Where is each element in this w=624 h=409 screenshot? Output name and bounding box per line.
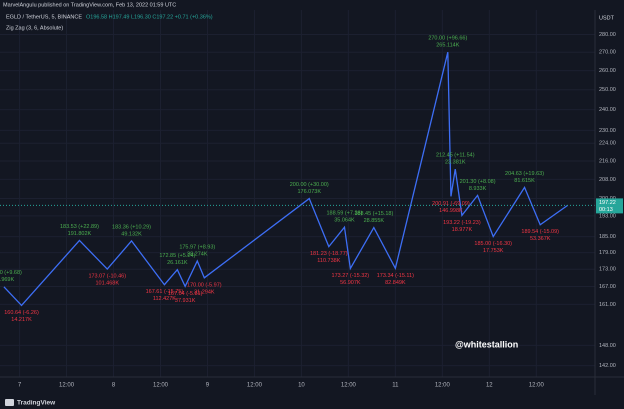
pivot-volume: 23.381K [445, 160, 466, 166]
pivot-volume: 18.977K [452, 227, 473, 233]
y-tick-label: 142.00 [599, 363, 616, 369]
pivot-label: 181.23 (-18.77) [310, 251, 348, 257]
symbol: EGLD / TetherUS, 5, BINANCE [6, 14, 82, 20]
y-tick-label: 173.00 [599, 267, 616, 273]
watermark: @whitestallion [455, 339, 518, 349]
y-tick-label: 185.00 [599, 234, 616, 240]
pivot-volume: 28.855K [364, 218, 385, 224]
pivot-label: 160.64 (-6.26) [4, 310, 39, 316]
pivot-label: 183.36 (+10.29) [112, 224, 151, 230]
grid [0, 10, 595, 377]
pivot-label: 185.00 (-16.30) [474, 241, 512, 247]
pivot-volume: 31.294K [194, 289, 215, 295]
pivot-volume: 53.367K [530, 236, 551, 242]
y-tick-label: 148.00 [599, 343, 616, 349]
y-tick-label: 250.00 [599, 87, 616, 93]
pivot-volume: 82.849K [385, 280, 406, 286]
footer-brand: TradingView [17, 400, 56, 407]
pivot-label: 172.85 (+5.24) [159, 253, 195, 259]
pivot-label: 183.53 (+22.89) [60, 224, 99, 230]
last-price-tag [596, 198, 623, 214]
y-tick-label: 270.00 [599, 50, 616, 56]
axes: 142.00 148.00 161.00 167.00 173.00 179.00 185.… [18, 32, 616, 389]
pivot-label: 173.27 (-15.32) [332, 273, 370, 279]
y-tick-label: 280.00 [599, 32, 616, 38]
y-tick-label: 167.00 [599, 284, 616, 290]
x-tick-label: 10 [298, 383, 305, 389]
currency: USDT [599, 15, 615, 21]
x-tick-label: 12:00 [529, 383, 545, 389]
pivot-volume: 26.161K [167, 260, 188, 266]
x-tick-label: 9 [206, 383, 210, 389]
publisher: MarvelAngulu published on TradingView.co… [3, 2, 176, 8]
pivot-volume: 28.274K [187, 251, 208, 257]
x-tick-label: 12:00 [247, 383, 263, 389]
pivot-label: 173.34 (-15.11) [377, 273, 414, 279]
pivot-label: 200.00 (+30.00) [290, 182, 329, 188]
pivot-label: 212.45 (+11.54) [436, 153, 475, 159]
ohlc: O196.58 H197.49 L196.30 C197.22 +0.71 (+… [86, 14, 213, 20]
y-tick-label: 260.00 [599, 68, 616, 74]
y-tick-label: 208.00 [599, 177, 616, 183]
y-tick-label: 161.00 [599, 302, 616, 308]
y-tick-label: 240.00 [599, 107, 616, 113]
x-tick-label: 12 [486, 383, 493, 389]
y-tick-label: 193.00 [599, 213, 616, 219]
pivot-volume: 176.073K [297, 189, 321, 195]
pivot-volume: 56.907K [340, 280, 361, 286]
pivot-volume: 191.802K [68, 231, 92, 237]
countdown: 00:13 [599, 207, 613, 213]
pivot-label: 173.07 (-10.46) [88, 274, 126, 280]
x-tick-label: 7 [18, 383, 22, 389]
footer-logo [5, 399, 14, 406]
pivot-volume: 110.738K [317, 258, 340, 264]
pivot-label: 200.91 (-69.09) [432, 201, 470, 207]
pivot-label: 201.30 (+8.08) [460, 179, 496, 185]
last-price-label: 197.22 [599, 200, 616, 206]
plot-area: 166.90 (+9.68)83.969K 160.64 (-6.26)14.21… [0, 36, 595, 323]
pivot-label: 170.00 (-5.97) [187, 282, 222, 288]
pivot-label: 270.00 (+96.66) [428, 36, 467, 42]
x-tick-label: 8 [112, 383, 116, 389]
footer-bar [0, 396, 624, 409]
pivot-label: 188.59 (+7.36) [327, 211, 363, 217]
x-tick-label: 12:00 [435, 383, 451, 389]
pivot-label: 188.45 (+15.18) [354, 211, 393, 217]
y-tick-label: 216.00 [599, 158, 616, 164]
pivot-volume: 81.615K [514, 178, 535, 184]
indicator: Zig Zag (3, 6, Absolute) [6, 25, 63, 31]
pivot-volume: 8.933K [469, 186, 487, 192]
x-tick-label: 11 [392, 383, 399, 389]
pivot-volume: 17.753K [483, 248, 504, 254]
pivot-label: 193.22 (-19.23) [443, 220, 481, 226]
y-tick-label: 224.00 [599, 141, 616, 147]
pivot-label: 167.61 (-15.75) [146, 289, 184, 295]
pivot-volume: 112.427K [153, 296, 176, 302]
pivot-label: 204.63 (+19.63) [505, 171, 544, 177]
zigzag-line [3, 52, 568, 307]
x-tick-label: 12:00 [59, 383, 75, 389]
pivot-volume: 265.114K [436, 43, 459, 49]
pivot-label: 175.97 (+8.93) [179, 244, 215, 250]
x-tick-label: 12:00 [153, 383, 169, 389]
pivot-volume: 83.969K [0, 277, 14, 283]
y-tick-label: 230.00 [599, 128, 616, 134]
pivot-volume: 14.217K [11, 317, 32, 323]
pivot-volume: 49.132K [121, 231, 142, 237]
pivot-volume: 146.998K [439, 208, 463, 214]
pivot-volume: 35.064K [334, 218, 355, 224]
x-tick-label: 12:00 [341, 383, 357, 389]
pivot-volume: 37.931K [175, 298, 196, 304]
pivot-label: 189.54 (-15.09) [521, 229, 559, 235]
y-tick-label: 179.00 [599, 250, 616, 256]
pivot-label: 166.90 (+9.68) [0, 270, 22, 276]
pivot-volume: 101.468K [95, 281, 119, 287]
pivot-label: 167.04 (-5.81) [168, 291, 203, 297]
